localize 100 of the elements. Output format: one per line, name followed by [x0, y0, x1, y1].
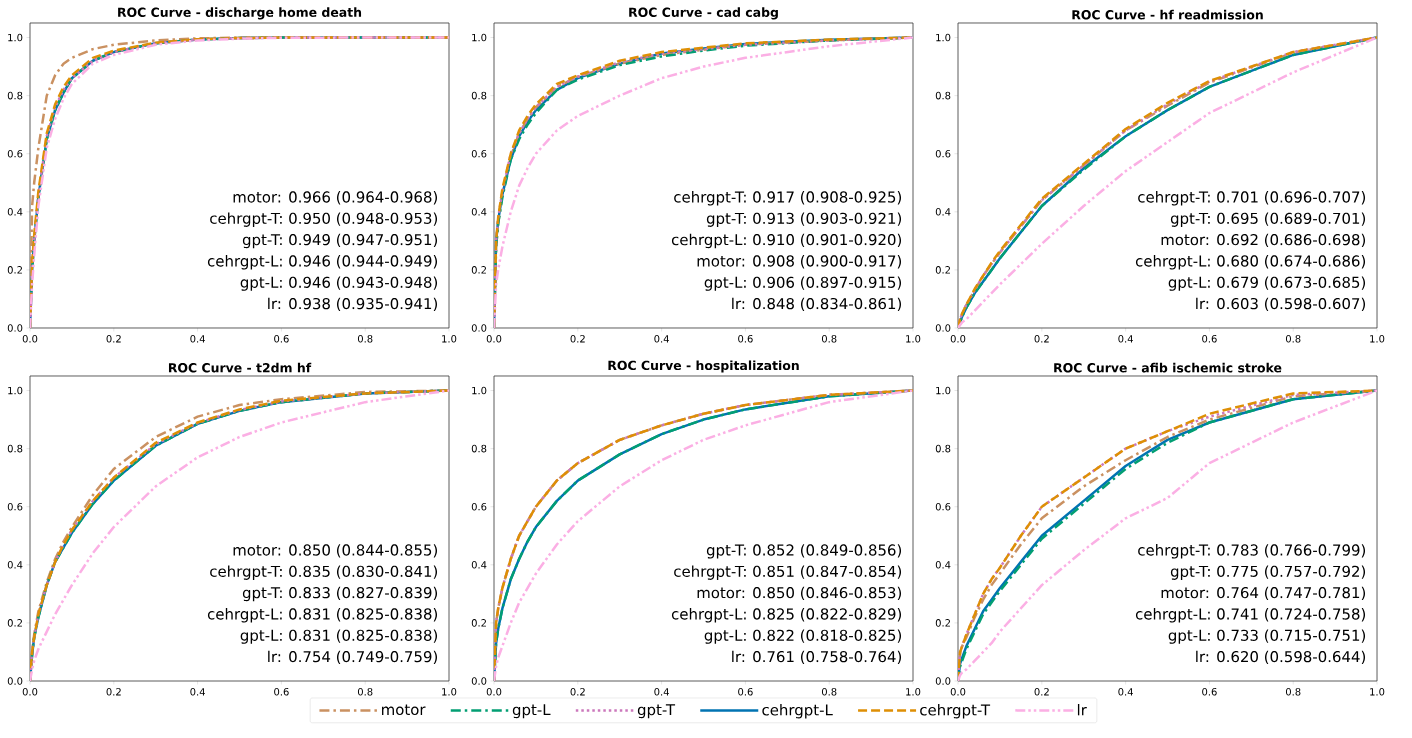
x-tick-label: 0.4 [1118, 335, 1133, 343]
x-tick-label: 1.0 [442, 335, 457, 343]
y-tick-label: 0.6 [935, 502, 951, 511]
x-tick-label: 0.6 [1202, 335, 1217, 343]
x-tick-label: 1.0 [1370, 335, 1385, 343]
y-tick-label: 1.0 [936, 386, 951, 395]
y-tick-label: 0.8 [7, 91, 23, 100]
y-tick-label: 0.6 [935, 149, 951, 158]
x-tick-label: 0.8 [357, 335, 373, 343]
y-tick-label: 0.6 [7, 149, 23, 158]
x-tick-label: 0.0 [950, 335, 966, 343]
y-tick-label: 0.4 [7, 208, 23, 216]
annotation: cehrgpt-L: 0.741 (0.724-0.758) [1135, 608, 1366, 623]
annotation: motor: 0.908 (0.900-0.917) [697, 255, 902, 269]
y-tick-label: 0.8 [935, 444, 951, 453]
y-tick-label: 0.0 [935, 324, 951, 332]
x-tick-label: 0.0 [22, 688, 38, 696]
x-tick-label: 0.6 [274, 335, 289, 343]
x-tick-label: 0.2 [106, 688, 121, 696]
annotation: gpt-T: 0.913 (0.903-0.921) [706, 212, 902, 227]
annotation: gpt-T: 0.852 (0.849-0.856) [706, 544, 902, 559]
y-tick-label: 0.6 [7, 502, 23, 511]
x-tick-label: 0.0 [486, 335, 502, 343]
annotation: motor: 0.850 (0.846-0.853) [697, 586, 902, 601]
annotation: cehrgpt-L: 0.680 (0.674-0.686) [1135, 255, 1366, 270]
y-tick-label: 0.8 [471, 444, 487, 453]
chart-title: ROC Curve - cad cabg [629, 7, 778, 20]
y-tick-label: 1.0 [8, 386, 23, 395]
x-tick-label: 0.8 [1285, 688, 1301, 696]
y-tick-label: 0.0 [471, 677, 487, 685]
annotation: motor: 0.692 (0.686-0.698) [1161, 233, 1366, 248]
x-tick-label: 0.2 [570, 335, 585, 343]
annotation: gpt-L: 0.906 (0.897-0.915) [704, 276, 902, 291]
chart-title: ROC Curve - discharge home death [118, 7, 362, 20]
x-tick-label: 1.0 [906, 335, 921, 343]
x-tick-label: 0.4 [190, 688, 205, 696]
x-tick-label: 0.4 [654, 335, 669, 343]
x-tick-label: 0.6 [738, 335, 753, 343]
y-tick-label: 0.4 [935, 208, 951, 216]
annotation: gpt-L: 0.822 (0.818-0.825) [704, 629, 902, 644]
y-tick-label: 0.0 [935, 677, 951, 685]
y-tick-label: 0.4 [7, 561, 23, 569]
y-tick-label: 0.8 [471, 91, 487, 100]
y-tick-label: 0.8 [7, 444, 23, 453]
annotation: cehrgpt-T: 0.950 (0.948-0.953) [210, 212, 438, 227]
x-tick-label: 0.4 [654, 688, 669, 696]
y-tick-label: 0.4 [935, 561, 951, 569]
y-tick-label: 1.0 [472, 33, 487, 42]
annotation: lr: 0.620 (0.598-0.644) [1196, 650, 1366, 665]
annotation: cehrgpt-T: 0.835 (0.830-0.841) [210, 565, 438, 580]
annotation: cehrgpt-T: 0.701 (0.696-0.707) [1138, 191, 1366, 206]
annotation: gpt-L: 0.733 (0.715-0.751) [1168, 629, 1366, 644]
annotation: gpt-T: 0.833 (0.827-0.839) [242, 586, 438, 602]
y-tick-label: 0.4 [471, 208, 487, 216]
annotation: motor: 0.850 (0.844-0.855) [233, 544, 438, 558]
x-tick-label: 0.0 [22, 335, 38, 343]
x-tick-label: 0.8 [1285, 335, 1301, 343]
x-tick-label: 0.2 [1034, 335, 1049, 343]
x-tick-label: 0.0 [486, 688, 502, 696]
y-tick-label: 1.0 [936, 33, 951, 42]
y-tick-label: 0.0 [7, 324, 23, 332]
legend-label: motor [382, 704, 426, 716]
annotation: cehrgpt-T: 0.851 (0.847-0.854) [674, 565, 902, 580]
y-tick-label: 0.2 [7, 266, 22, 274]
annotation: cehrgpt-T: 0.783 (0.766-0.799) [1138, 544, 1366, 559]
y-tick-label: 0.2 [471, 619, 486, 627]
legend-label: gpt-L [512, 704, 551, 719]
annotation: cehrgpt-L: 0.831 (0.825-0.838) [207, 608, 438, 623]
legend-label: cehrgpt-L [762, 703, 833, 719]
annotation: motor: 0.764 (0.747-0.781) [1161, 586, 1366, 601]
y-tick-label: 0.6 [471, 149, 487, 158]
annotation: lr: 0.938 (0.935-0.941) [268, 297, 438, 312]
x-tick-label: 0.2 [106, 335, 121, 343]
x-tick-label: 0.8 [357, 688, 373, 696]
legend-label: lr [1077, 703, 1087, 716]
y-tick-label: 0.6 [471, 502, 487, 511]
legend-label: cehrgpt-T [920, 703, 991, 719]
chart-title: ROC Curve - hf readmission [1072, 9, 1263, 20]
x-tick-label: 0.8 [821, 688, 837, 696]
x-tick-label: 1.0 [906, 688, 921, 696]
y-tick-label: 0.4 [471, 561, 487, 569]
annotation: lr: 0.848 (0.834-0.861) [732, 297, 902, 312]
y-tick-label: 0.2 [7, 619, 22, 627]
y-tick-label: 1.0 [472, 386, 487, 395]
x-tick-label: 1.0 [1370, 688, 1385, 696]
x-tick-label: 0.4 [1118, 688, 1133, 696]
chart-title: ROC Curve - hospitalization [608, 360, 799, 373]
y-tick-label: 0.2 [471, 266, 486, 274]
y-tick-label: 0.8 [935, 91, 951, 100]
annotation: gpt-L: 0.679 (0.673-0.685) [1168, 276, 1366, 291]
x-tick-label: 0.0 [950, 688, 966, 696]
annotation: gpt-L: 0.831 (0.825-0.838) [240, 629, 438, 644]
chart-title: ROC Curve - t2dm hf [168, 362, 312, 373]
y-tick-label: 0.2 [935, 619, 950, 627]
x-tick-label: 0.6 [738, 688, 753, 696]
annotation: gpt-T: 0.949 (0.947-0.951) [242, 233, 438, 249]
y-tick-label: 0.0 [7, 677, 23, 685]
annotation: lr: 0.603 (0.598-0.607) [1196, 297, 1366, 312]
y-tick-label: 0.2 [935, 266, 950, 274]
annotation: lr: 0.761 (0.758-0.764) [732, 650, 902, 665]
